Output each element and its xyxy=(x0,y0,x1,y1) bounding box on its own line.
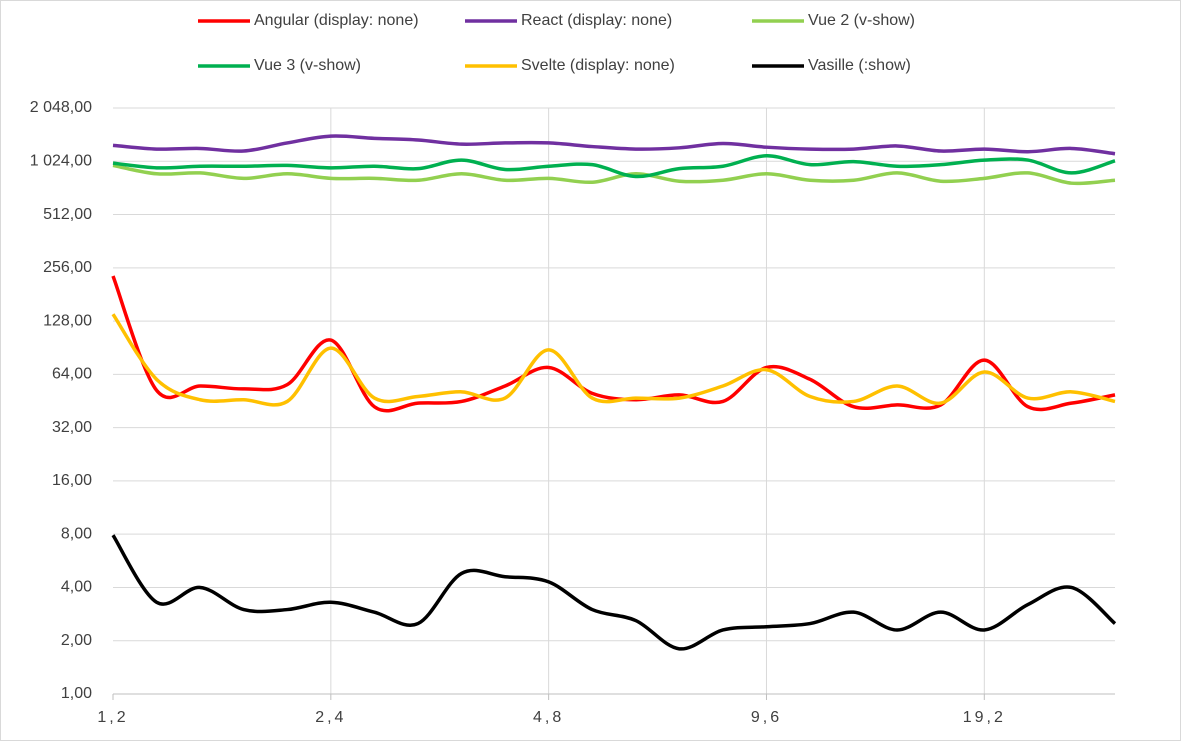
x-tick-label: 2,4 xyxy=(315,709,346,726)
legend-label: React (display: none) xyxy=(521,12,672,29)
series-line xyxy=(112,134,1116,156)
x-tick-label: 19,2 xyxy=(963,709,1006,726)
y-tick-label: 2 048,00 xyxy=(30,99,92,116)
legend-label: Vue 2 (v-show) xyxy=(808,12,915,29)
legend-label: Svelte (display: none) xyxy=(521,57,675,74)
y-tick-label: 8,00 xyxy=(61,525,92,542)
y-tick-label: 2,00 xyxy=(61,632,92,649)
y-tick-label: 32,00 xyxy=(52,419,92,436)
y-tick-label: 1,00 xyxy=(61,685,92,702)
y-tick-label: 256,00 xyxy=(43,259,92,276)
x-tick-label: 4,8 xyxy=(533,709,564,726)
legend-label: Angular (display: none) xyxy=(254,12,419,29)
legend-label: Vasille (:show) xyxy=(808,57,911,74)
series-line xyxy=(112,154,1116,179)
y-tick-label: 16,00 xyxy=(52,472,92,489)
x-tick-label: 1,2 xyxy=(97,709,128,726)
series-line xyxy=(111,313,1116,407)
y-tick-label: 1 024,00 xyxy=(30,152,92,169)
y-tick-label: 4,00 xyxy=(61,579,92,596)
y-tick-label: 64,00 xyxy=(52,366,92,383)
series-line xyxy=(111,534,1117,651)
legend-label: Vue 3 (v-show) xyxy=(254,57,361,74)
y-tick-label: 512,00 xyxy=(43,206,92,223)
series-line xyxy=(112,163,1116,186)
y-tick-label: 128,00 xyxy=(43,312,92,329)
x-tick-label: 9,6 xyxy=(751,709,782,726)
